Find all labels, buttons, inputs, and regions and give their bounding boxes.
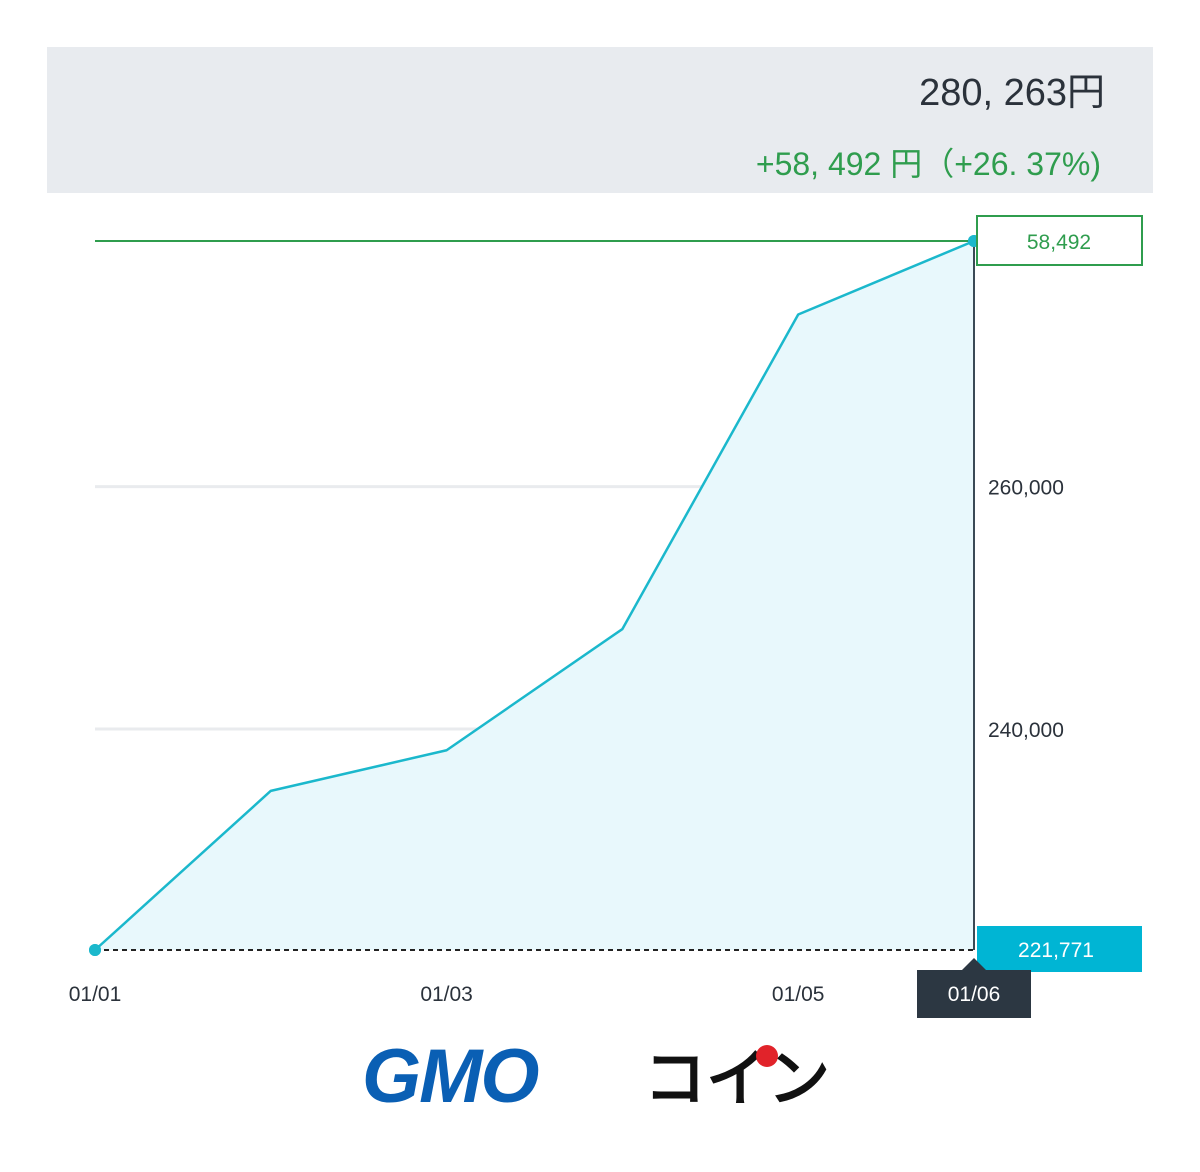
baseline-value-box: [977, 926, 1142, 972]
x-tick-label: 01/03: [420, 983, 473, 1006]
series-line: [94, 239, 975, 951]
start-point: [89, 944, 101, 956]
profit-chart: 58,492 221,771 01/06 240,000 260,000 01/01 01…: [69, 215, 1143, 1018]
summary-header: 280, 263円 +58, 492 円（+26. 37%): [47, 47, 1153, 193]
logo-gmo-text: GMO: [362, 1040, 538, 1110]
y-tick-label: 240,000: [988, 719, 1064, 742]
y-tick-label: 260,000: [988, 477, 1064, 500]
baseline-value-label: 221,771: [1018, 939, 1094, 962]
chart-overlay: 58,492 221,771 01/06: [89, 215, 1143, 1018]
logo-red-dot: [756, 1045, 778, 1067]
axis-labels: 240,000 260,000 01/01 01/03 01/05: [69, 477, 1064, 1006]
x-tick-label: 01/01: [69, 983, 122, 1006]
total-value: 280, 263円: [919, 72, 1105, 114]
current-value-label: 58,492: [1027, 231, 1091, 254]
chart-area: [89, 235, 980, 956]
area-fill: [95, 241, 974, 950]
gmo-coin-logo: GMO コイン: [362, 1040, 830, 1110]
x-tick-label: 01/05: [772, 983, 825, 1006]
crosshair-date-box: [917, 958, 1031, 1018]
profit-change: +58, 492 円（+26. 37%): [755, 146, 1101, 182]
logo-coin-text: コイン: [644, 1042, 830, 1110]
crosshair-date-label: 01/06: [948, 983, 1001, 1006]
current-value-box: [976, 215, 1143, 266]
